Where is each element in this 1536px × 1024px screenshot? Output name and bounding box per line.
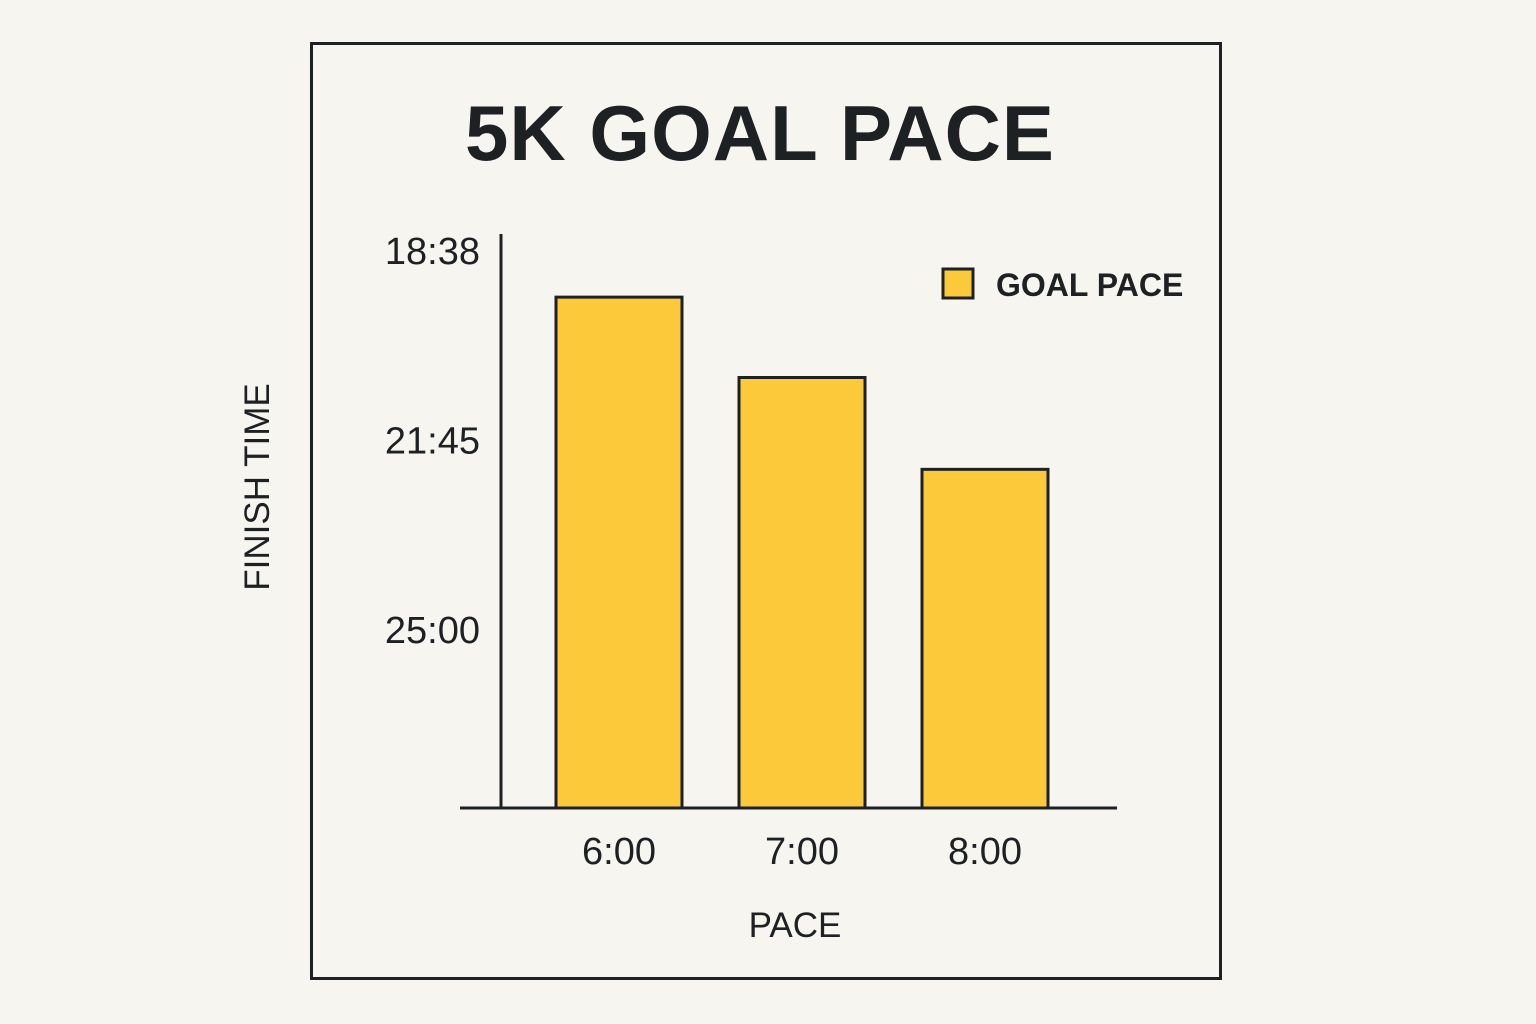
- bar-6-00: [554, 295, 684, 810]
- bar-7-00: [737, 376, 867, 810]
- x-ticks-group: 6:00 7:00 8:00: [582, 831, 1022, 873]
- legend-swatch: [941, 267, 975, 300]
- y-axis-title: FINISH TIME: [238, 383, 277, 590]
- legend: GOAL PACE: [941, 267, 1183, 303]
- x-tick-label: 6:00: [582, 831, 656, 873]
- x-axis-title: PACE: [749, 906, 842, 945]
- y-tick-label: 18:38: [385, 231, 480, 273]
- bars-group: [554, 295, 1050, 810]
- y-tick-label: 21:45: [385, 421, 480, 463]
- chart-title: 5K GOAL PACE: [465, 89, 1055, 177]
- legend-label: GOAL PACE: [996, 267, 1183, 303]
- x-tick-label: 7:00: [765, 831, 839, 873]
- bar-8-00: [920, 467, 1050, 810]
- y-tick-label: 25:00: [385, 610, 480, 652]
- x-tick-label: 8:00: [948, 831, 1022, 873]
- y-ticks-group: 18:38 21:45 25:00: [385, 231, 480, 652]
